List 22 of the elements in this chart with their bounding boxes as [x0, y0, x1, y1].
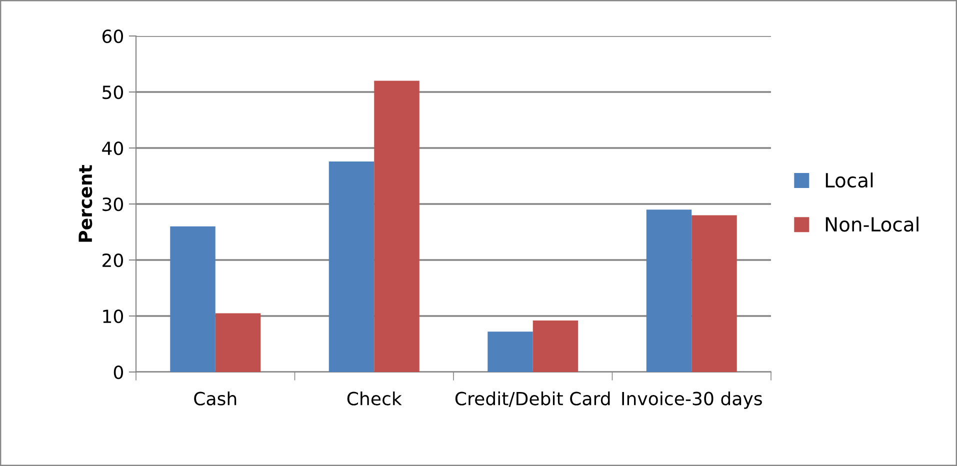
x-tick-label: Credit/Debit Card [455, 391, 610, 407]
bar [328, 161, 374, 372]
y-tick-label: 20 [102, 253, 123, 268]
y-tick-label: 60 [102, 29, 123, 44]
bar [488, 332, 533, 372]
x-tick-label: Check [347, 391, 402, 406]
y-tick-label: 0 [114, 365, 123, 380]
x-tick-label: Cash [194, 391, 236, 406]
legend-label: Local [826, 172, 873, 188]
y-axis-title: Percent [78, 165, 92, 242]
y-tick-label: 10 [103, 309, 123, 324]
bar [532, 320, 578, 372]
bar [692, 215, 737, 372]
bar [646, 210, 692, 372]
bar [170, 226, 216, 372]
x-tick-label: Invoice-30 days [622, 391, 762, 409]
y-tick-label: 30 [102, 197, 123, 212]
legend-label: Non-Local [826, 216, 918, 232]
y-tick-label: 50 [102, 85, 123, 100]
y-tick-label: 40 [102, 141, 123, 156]
bar [374, 80, 420, 372]
bar [215, 313, 261, 372]
